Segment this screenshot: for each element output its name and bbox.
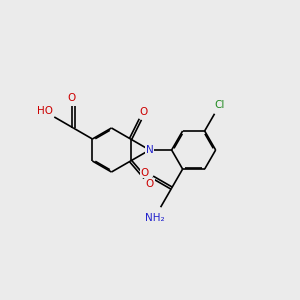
Text: NH₂: NH₂ — [145, 213, 164, 223]
Text: O: O — [140, 107, 148, 117]
Text: HO: HO — [37, 106, 53, 116]
Text: O: O — [146, 178, 154, 189]
Text: N: N — [146, 145, 154, 155]
Text: O: O — [140, 167, 149, 178]
Text: O: O — [67, 93, 75, 103]
Text: Cl: Cl — [214, 100, 225, 110]
